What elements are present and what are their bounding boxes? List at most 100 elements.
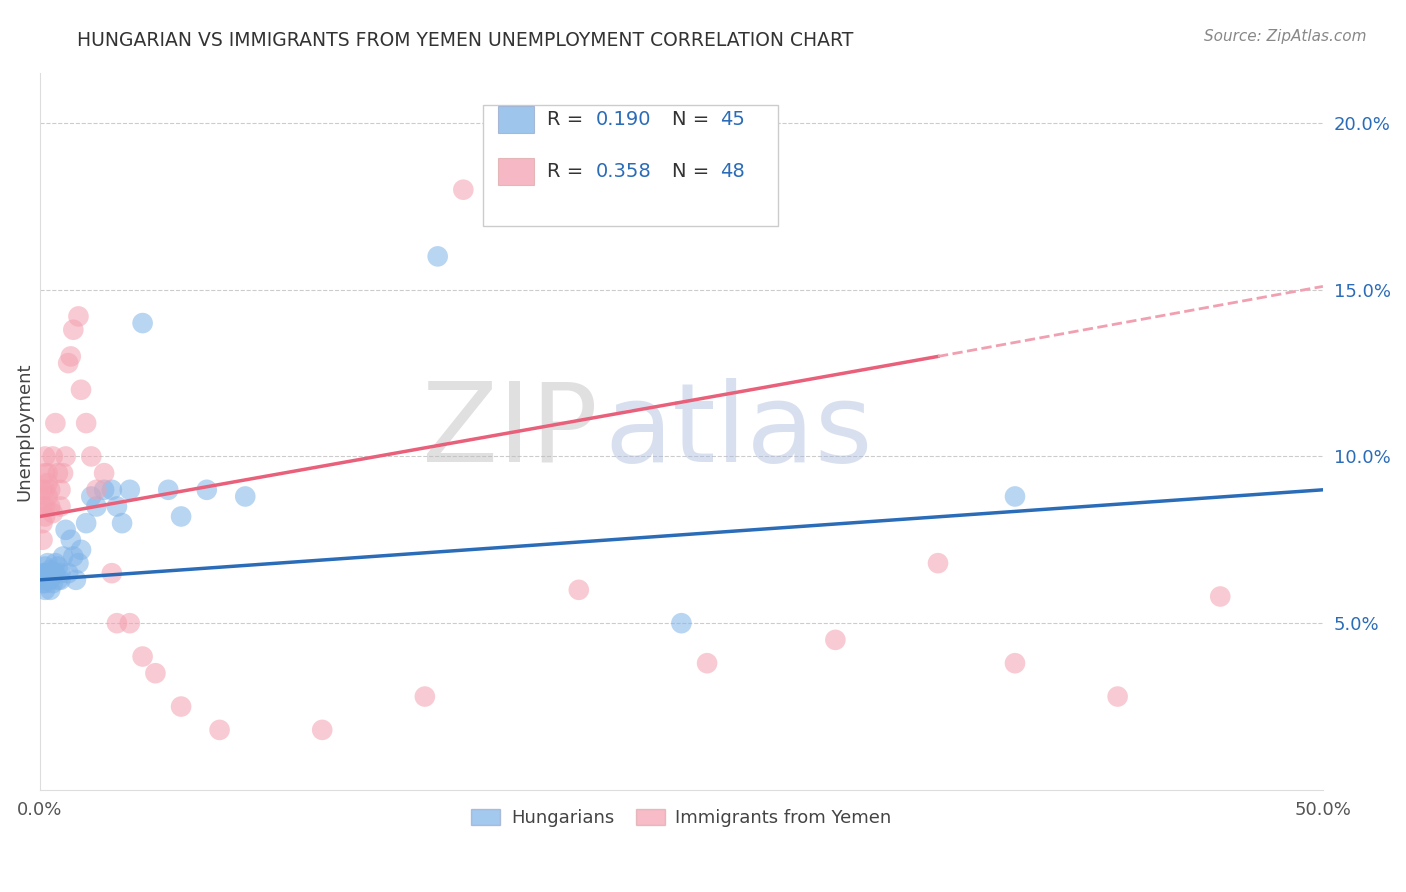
Point: [46, 559, 69, 574]
Point: [157, 483, 180, 497]
Point: [59, 533, 82, 547]
Point: [58, 566, 80, 581]
Point: [208, 723, 231, 737]
FancyBboxPatch shape: [498, 158, 534, 185]
Point: [671, 616, 693, 631]
Point: [52, 549, 75, 564]
Point: [1004, 490, 1026, 504]
Point: [39, 500, 62, 514]
Point: [37, 490, 59, 504]
Point: [39, 483, 62, 497]
Point: [453, 183, 475, 197]
Point: [824, 632, 846, 647]
Text: N =: N =: [672, 161, 716, 181]
Text: 0.190: 0.190: [596, 110, 651, 129]
Point: [42, 576, 65, 591]
Point: [233, 490, 256, 504]
Point: [67, 556, 90, 570]
Point: [62, 323, 84, 337]
Point: [426, 249, 449, 263]
Point: [31, 573, 53, 587]
Point: [39, 573, 62, 587]
Point: [37, 573, 59, 587]
Y-axis label: Unemployment: Unemployment: [15, 362, 32, 500]
Point: [93, 466, 115, 480]
Point: [37, 556, 59, 570]
Text: 45: 45: [720, 110, 745, 129]
Point: [31, 533, 53, 547]
Point: [1004, 656, 1026, 670]
Point: [44, 566, 66, 581]
Point: [34, 559, 56, 574]
Point: [75, 416, 97, 430]
Point: [34, 509, 56, 524]
Point: [170, 509, 193, 524]
Point: [55, 450, 77, 464]
Point: [55, 523, 77, 537]
Point: [34, 582, 56, 597]
Point: [62, 549, 84, 564]
Point: [31, 516, 53, 530]
Point: [927, 556, 949, 570]
Point: [34, 576, 56, 591]
FancyBboxPatch shape: [482, 105, 778, 227]
Text: R =: R =: [547, 161, 589, 181]
Point: [34, 450, 56, 464]
Point: [34, 566, 56, 581]
Point: [170, 699, 193, 714]
Point: [44, 556, 66, 570]
Point: [70, 383, 93, 397]
Point: [37, 466, 59, 480]
Point: [31, 483, 53, 497]
Point: [101, 566, 124, 581]
Point: [31, 576, 53, 591]
Point: [86, 500, 108, 514]
Text: 0.358: 0.358: [596, 161, 651, 181]
Text: 48: 48: [720, 161, 745, 181]
Point: [46, 466, 69, 480]
Point: [34, 500, 56, 514]
Point: [80, 490, 103, 504]
Point: [1209, 590, 1232, 604]
Point: [75, 516, 97, 530]
Point: [31, 500, 53, 514]
Point: [42, 566, 65, 581]
Point: [49, 566, 72, 581]
Point: [86, 483, 108, 497]
Point: [1107, 690, 1129, 704]
Point: [49, 500, 72, 514]
Point: [105, 500, 128, 514]
Point: [696, 656, 718, 670]
Text: HUNGARIAN VS IMMIGRANTS FROM YEMEN UNEMPLOYMENT CORRELATION CHART: HUNGARIAN VS IMMIGRANTS FROM YEMEN UNEMP…: [77, 31, 853, 50]
Point: [80, 450, 103, 464]
Point: [37, 476, 59, 491]
Point: [31, 566, 53, 581]
Point: [101, 483, 124, 497]
Point: [59, 350, 82, 364]
Text: atlas: atlas: [605, 378, 873, 485]
Point: [93, 483, 115, 497]
Text: ZIP: ZIP: [422, 378, 598, 485]
Point: [311, 723, 333, 737]
Point: [145, 666, 167, 681]
Point: [70, 542, 93, 557]
Point: [413, 690, 436, 704]
Point: [46, 573, 69, 587]
Text: Source: ZipAtlas.com: Source: ZipAtlas.com: [1204, 29, 1367, 44]
Point: [34, 466, 56, 480]
Point: [52, 466, 75, 480]
Point: [195, 483, 218, 497]
Point: [39, 563, 62, 577]
Point: [49, 573, 72, 587]
Point: [39, 582, 62, 597]
Point: [42, 450, 65, 464]
Legend: Hungarians, Immigrants from Yemen: Hungarians, Immigrants from Yemen: [464, 802, 898, 835]
Point: [131, 649, 153, 664]
Point: [131, 316, 153, 330]
Point: [34, 483, 56, 497]
Point: [105, 616, 128, 631]
Point: [37, 566, 59, 581]
Point: [65, 573, 87, 587]
Point: [49, 483, 72, 497]
Point: [67, 310, 90, 324]
